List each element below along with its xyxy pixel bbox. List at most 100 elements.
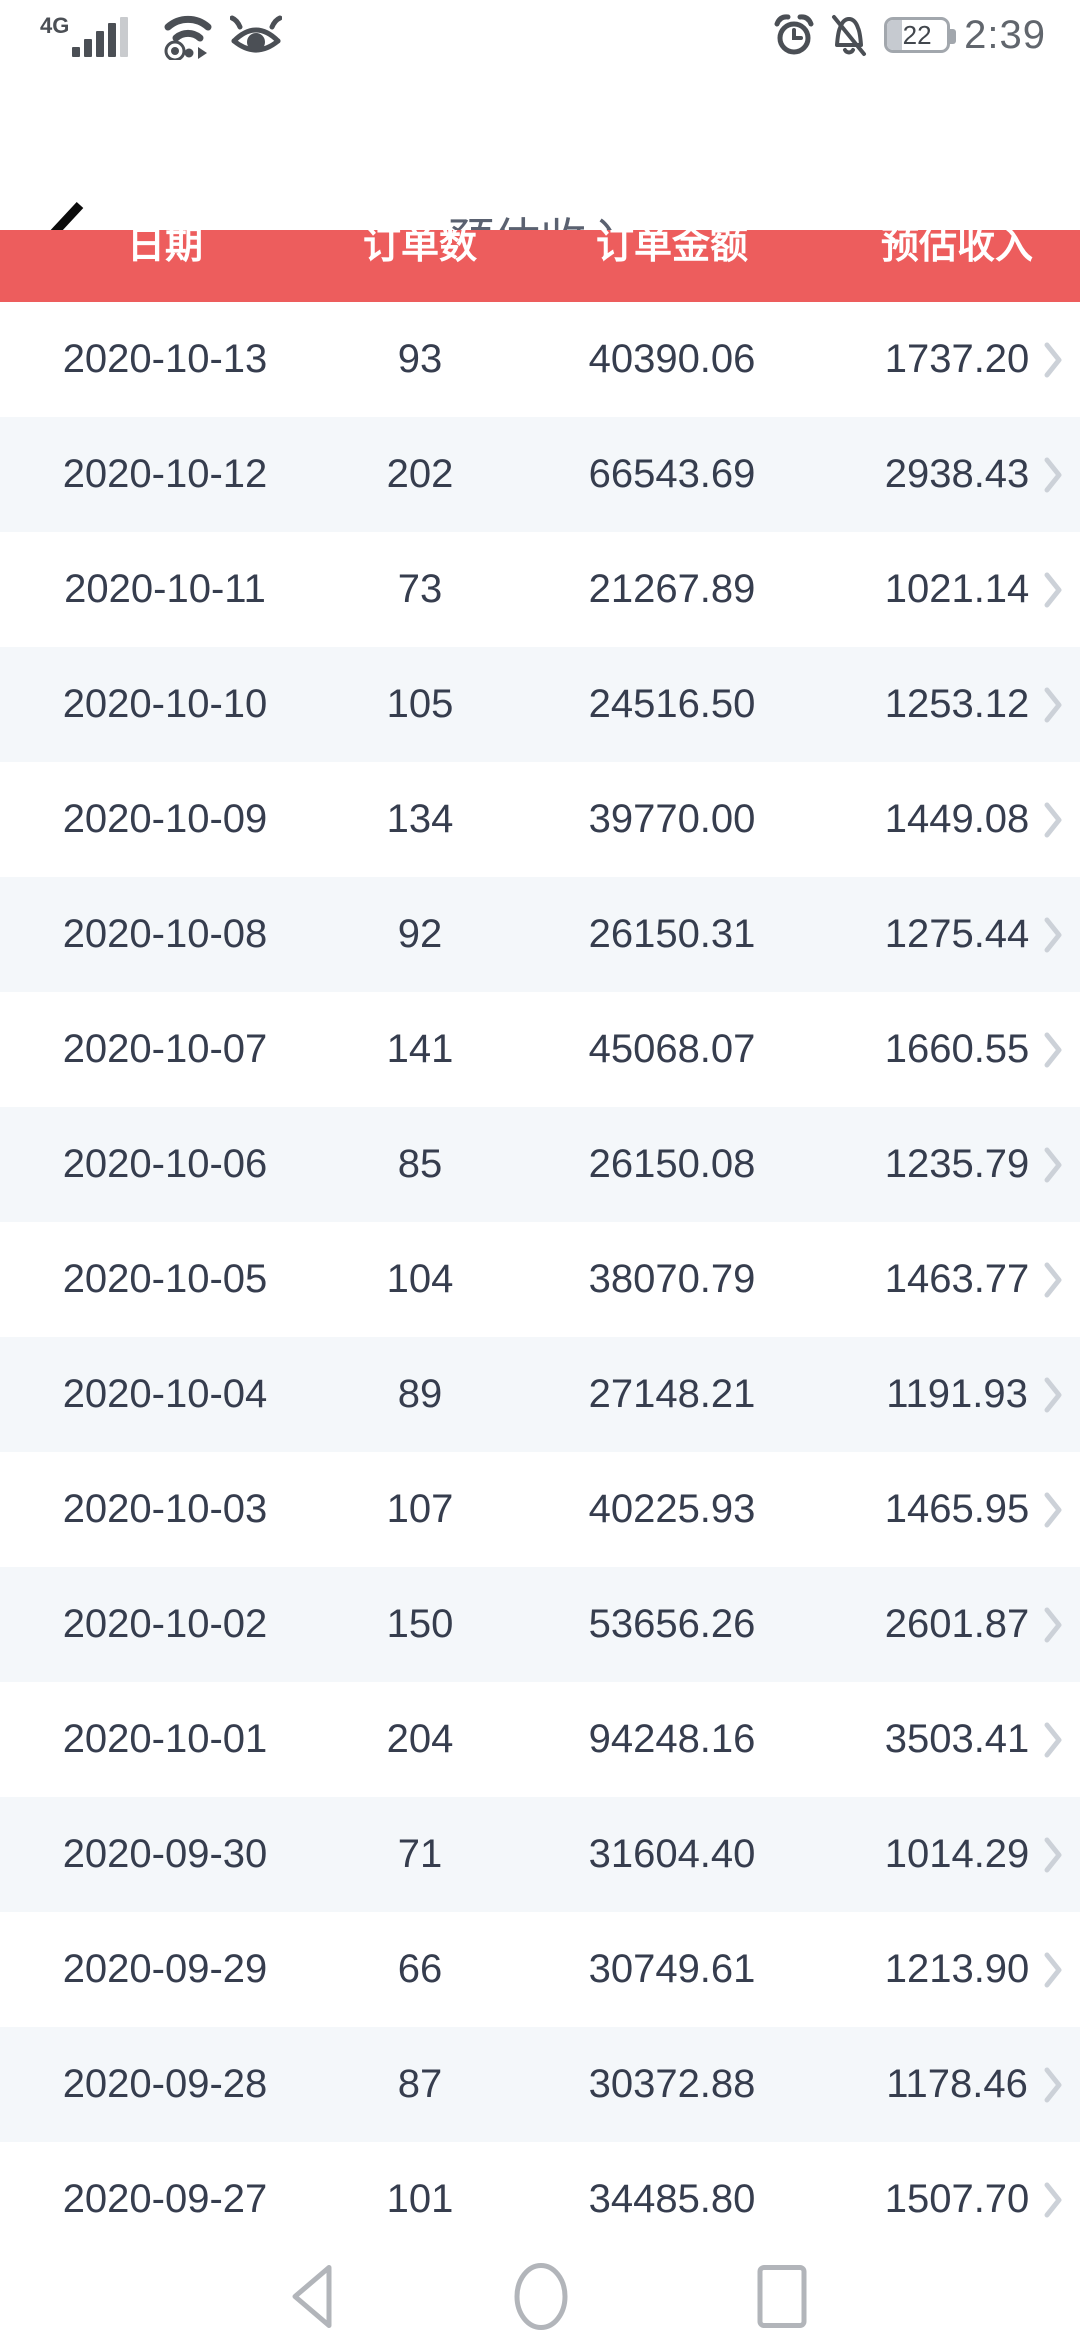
table-row[interactable]: 2020-10-06 85 26150.08 1235.79: [0, 1107, 1080, 1222]
signal-bars-icon: 4G: [40, 13, 128, 57]
table-row[interactable]: 2020-10-13 93 40390.06 1737.20: [0, 302, 1080, 417]
cell-orders: 87: [397, 2062, 443, 2106]
cell-income: 1213.90: [884, 1947, 1030, 1991]
nav-home-button[interactable]: [512, 2260, 570, 2337]
cell-amount: 94248.16: [588, 1717, 756, 1761]
cell-orders: 134: [386, 797, 454, 841]
cell-date: 2020-10-03: [62, 1487, 268, 1531]
table-row[interactable]: 2020-10-07 141 45068.07 1660.55: [0, 992, 1080, 1107]
nav-recents-button[interactable]: [756, 2263, 808, 2334]
cell-date: 2020-10-09: [62, 797, 268, 841]
cell-amount: 21267.89: [588, 567, 756, 611]
battery-percent: 22: [902, 20, 932, 50]
wifi-icon: [164, 15, 212, 60]
cell-income: 1507.70: [884, 2177, 1030, 2221]
table-row[interactable]: 2020-09-29 66 30749.61 1213.90: [0, 1912, 1080, 2027]
table-row[interactable]: 2020-10-03 107 40225.93 1465.95: [0, 1452, 1080, 1567]
cell-amount: 38070.79: [588, 1257, 756, 1301]
table-row[interactable]: 2020-10-08 92 26150.31 1275.44: [0, 877, 1080, 992]
cell-income: 1021.14: [884, 567, 1030, 611]
table-header: 日期 订单数 订单金额 预估收入: [0, 230, 1080, 302]
nav-recents-square-icon: [757, 2264, 807, 2328]
cell-date: 2020-09-29: [62, 1947, 268, 1991]
cell-date: 2020-10-04: [62, 1372, 268, 1416]
cell-amount: 24516.50: [588, 682, 756, 726]
cell-income: 1737.20: [884, 337, 1030, 381]
chevron-right-icon: [1044, 1722, 1062, 1757]
app-header: 预估收入: [0, 70, 1080, 266]
cell-orders: 73: [397, 567, 443, 611]
battery-fill: [887, 20, 902, 50]
chevron-right-icon: [1044, 457, 1062, 492]
status-bar: 4G: [0, 0, 1080, 70]
cell-orders: 141: [386, 1027, 454, 1071]
cell-orders: 71: [397, 1832, 443, 1876]
table-row[interactable]: 2020-09-30 71 31604.40 1014.29: [0, 1797, 1080, 1912]
table-row[interactable]: 2020-09-27 101 34485.80 1507.70: [0, 2142, 1080, 2257]
cell-date: 2020-10-11: [64, 567, 266, 611]
table-row[interactable]: 2020-10-02 150 53656.26 2601.87: [0, 1567, 1080, 1682]
chevron-right-icon: [1044, 2067, 1062, 2102]
chevron-right-icon: [1044, 1492, 1062, 1527]
table-row[interactable]: 2020-10-12 202 66543.69 2938.43: [0, 417, 1080, 532]
chevron-right-icon: [1044, 802, 1062, 837]
cell-amount: 31604.40: [588, 1832, 756, 1876]
cell-income: 1178.46: [886, 2062, 1028, 2106]
cell-amount: 66543.69: [588, 452, 756, 496]
table-header-row: 日期 订单数 订单金额 预估收入: [0, 230, 1080, 270]
cell-orders: 101: [386, 2177, 454, 2221]
cell-amount: 26150.31: [588, 912, 756, 956]
table-row[interactable]: 2020-10-10 105 24516.50 1253.12: [0, 647, 1080, 762]
table-row[interactable]: 2020-10-01 204 94248.16 3503.41: [0, 1682, 1080, 1797]
cell-income: 2938.43: [884, 452, 1030, 496]
status-left-icons: 4G: [40, 10, 296, 60]
table-row[interactable]: 2020-09-28 87 30372.88 1178.46: [0, 2027, 1080, 2142]
alarm-icon: [774, 14, 814, 55]
chevron-right-icon: [1044, 1262, 1062, 1297]
bell-muted-icon: [832, 15, 867, 56]
cell-date: 2020-10-02: [62, 1602, 268, 1646]
cell-amount: 40225.93: [588, 1487, 756, 1531]
table-row[interactable]: 2020-10-11 73 21267.89 1021.14: [0, 532, 1080, 647]
cell-amount: 30372.88: [588, 2062, 756, 2106]
cell-amount: 39770.00: [588, 797, 756, 841]
cell-date: 2020-10-05: [62, 1257, 268, 1301]
cell-amount: 45068.07: [588, 1027, 756, 1071]
chevron-right-icon: [1044, 687, 1062, 722]
nav-back-triangle-icon: [292, 2264, 332, 2328]
column-header-amount: 订单金额: [595, 230, 748, 267]
table-row[interactable]: 2020-10-05 104 38070.79 1463.77: [0, 1222, 1080, 1337]
chevron-right-icon: [1044, 1952, 1062, 1987]
cell-date: 2020-09-27: [62, 2177, 268, 2221]
cell-amount: 40390.06: [588, 337, 756, 381]
cell-income: 1191.93: [886, 1372, 1028, 1416]
cell-date: 2020-09-30: [62, 1832, 268, 1876]
cell-income: 1463.77: [884, 1257, 1030, 1301]
chevron-right-icon: [1044, 1607, 1062, 1642]
cell-orders: 150: [386, 1602, 454, 1646]
table-row[interactable]: 2020-10-09 134 39770.00 1449.08: [0, 762, 1080, 877]
cell-income: 2601.87: [884, 1602, 1030, 1646]
cell-orders: 107: [386, 1487, 454, 1531]
chevron-right-icon: [1044, 2182, 1062, 2217]
cell-date: 2020-10-08: [62, 912, 268, 956]
battery-icon: 22: [884, 17, 957, 53]
cell-income: 1275.44: [884, 912, 1030, 956]
cell-amount: 34485.80: [588, 2177, 756, 2221]
cell-orders: 204: [386, 1717, 454, 1761]
cell-date: 2020-10-01: [62, 1717, 268, 1761]
nav-home-circle-icon: [514, 2262, 568, 2330]
nav-back-button[interactable]: [286, 2260, 336, 2337]
cell-orders: 66: [397, 1947, 443, 1991]
cell-date: 2020-09-28: [62, 2062, 268, 2106]
status-right-icons: 22 2:39: [760, 13, 1046, 58]
cell-income: 1253.12: [884, 682, 1030, 726]
android-nav-bar: [0, 2257, 1080, 2340]
cell-date: 2020-10-10: [62, 682, 268, 726]
cell-amount: 30749.61: [588, 1947, 756, 1991]
table-row[interactable]: 2020-10-04 89 27148.21 1191.93: [0, 1337, 1080, 1452]
clock-time: 2:39: [964, 12, 1046, 57]
chevron-right-icon: [1044, 917, 1062, 952]
cell-orders: 104: [386, 1257, 454, 1301]
table-body: 2020-10-13 93 40390.06 1737.20 2020-10-1…: [0, 302, 1080, 2257]
